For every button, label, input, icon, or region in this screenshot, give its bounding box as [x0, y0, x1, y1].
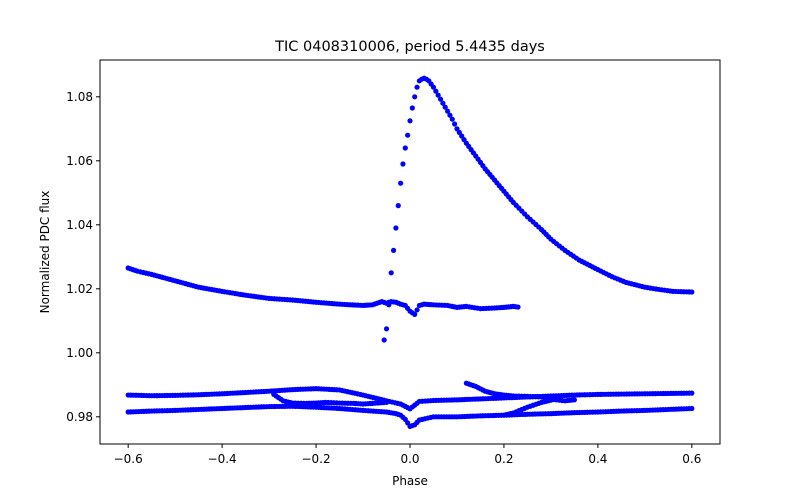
- data-point: [412, 311, 418, 317]
- data-point: [402, 145, 408, 151]
- data-point: [414, 84, 420, 90]
- data-point: [440, 100, 446, 106]
- data-point: [383, 399, 390, 405]
- data-point: [430, 84, 437, 90]
- y-tick-label: 1.06: [66, 154, 93, 168]
- data-point: [689, 390, 695, 396]
- data-point: [400, 161, 406, 167]
- data-point: [409, 105, 415, 111]
- data-point: [452, 121, 458, 127]
- data-point: [689, 289, 695, 295]
- x-tick-label: −0.6: [114, 452, 143, 466]
- series-1: [381, 75, 695, 343]
- data-point: [548, 397, 554, 403]
- data-point: [407, 118, 413, 124]
- y-tick-label: 1.08: [66, 90, 93, 104]
- x-tick-label: −0.2: [301, 452, 330, 466]
- data-point: [571, 397, 577, 403]
- y-axis: 0.98 1.00 1.02 1.04 1.06 1.08: [66, 90, 100, 424]
- data-points: [125, 75, 695, 429]
- y-tick-label: 0.98: [66, 410, 93, 424]
- data-point: [393, 225, 399, 231]
- data-point: [395, 203, 401, 209]
- data-point: [435, 92, 441, 98]
- y-tick-label: 1.04: [66, 218, 93, 232]
- data-point: [414, 307, 420, 313]
- x-tick-label: 0.4: [588, 452, 607, 466]
- data-point: [449, 116, 455, 122]
- series-4: [271, 391, 390, 407]
- x-tick-label: 0.6: [682, 452, 701, 466]
- data-point: [381, 337, 387, 343]
- data-point: [515, 304, 521, 310]
- series-0: [125, 265, 521, 317]
- data-point: [386, 302, 392, 308]
- data-point: [437, 96, 444, 102]
- data-point: [390, 247, 397, 253]
- y-axis-label: Normalized PDC flux: [38, 191, 52, 314]
- chart-title: TIC 0408310006, period 5.4435 days: [274, 39, 545, 55]
- y-tick-label: 1.02: [66, 282, 93, 296]
- data-point: [398, 180, 404, 186]
- data-point: [433, 88, 439, 94]
- data-point: [412, 94, 418, 100]
- x-tick-label: 0.2: [494, 452, 513, 466]
- data-point: [405, 132, 411, 138]
- data-point: [444, 108, 451, 114]
- data-point: [447, 112, 453, 118]
- data-point: [388, 270, 394, 276]
- x-tick-label: 0.0: [400, 452, 419, 466]
- x-axis-label: Phase: [392, 474, 428, 488]
- data-point: [442, 104, 448, 110]
- x-axis: −0.6 −0.4 −0.2 0.0 0.2 0.4 0.6: [114, 444, 701, 466]
- y-tick-label: 1.00: [66, 346, 93, 360]
- x-tick-label: −0.4: [208, 452, 237, 466]
- data-point: [383, 326, 390, 332]
- data-point: [689, 405, 695, 412]
- series-5: [463, 380, 577, 404]
- series-6: [501, 397, 554, 418]
